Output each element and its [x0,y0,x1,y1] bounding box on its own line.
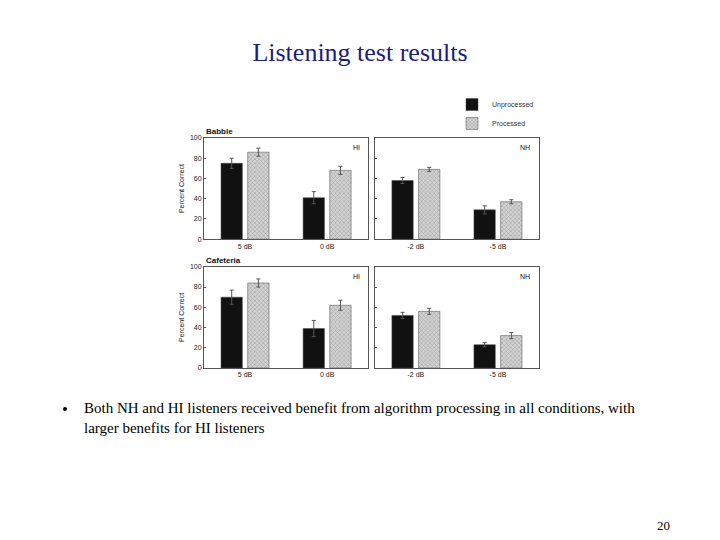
svg-text:Percent Correct: Percent Correct [178,293,185,342]
svg-text:-5 dB: -5 dB [490,371,507,378]
svg-text:60: 60 [194,175,202,182]
html-text:20: 20 [657,518,670,533]
svg-text:-5 dB: -5 dB [490,243,507,250]
html-text:Both NH and HI listeners recei: Both NH and HI listeners received benefi… [84,400,635,436]
svg-text:HI: HI [353,144,360,151]
svg-text:0 dB: 0 dB [320,371,335,378]
svg-text:0 dB: 0 dB [320,243,335,250]
svg-text:-2 dB: -2 dB [408,371,425,378]
svg-text:100: 100 [190,134,202,141]
svg-text:NH: NH [520,273,530,280]
svg-text:5 dB: 5 dB [238,243,253,250]
svg-text:Percent Correct: Percent Correct [178,164,185,213]
svg-text:HI: HI [353,273,360,280]
html-text:Listening test results: Listening test results [252,38,468,67]
svg-text:20: 20 [194,344,202,351]
svg-text:Cafeteria: Cafeteria [206,256,241,265]
svg-text:100: 100 [190,263,202,270]
svg-text:5 dB: 5 dB [238,371,253,378]
svg-text:80: 80 [194,283,202,290]
svg-text:60: 60 [194,304,202,311]
svg-text:40: 40 [194,195,202,202]
svg-text:40: 40 [194,324,202,331]
svg-text:-2 dB: -2 dB [408,243,425,250]
svg-text:Unprocessed: Unprocessed [492,101,533,109]
svg-text:20: 20 [194,215,202,222]
svg-text:Babble: Babble [206,127,233,136]
svg-text:NH: NH [520,144,530,151]
svg-text:0: 0 [198,364,202,371]
svg-text:80: 80 [194,155,202,162]
svg-text:0: 0 [198,236,202,243]
svg-text:Processed: Processed [492,120,525,127]
